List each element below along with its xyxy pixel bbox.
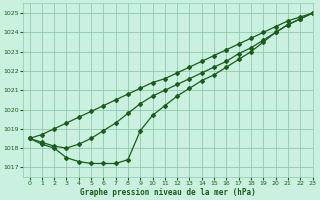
X-axis label: Graphe pression niveau de la mer (hPa): Graphe pression niveau de la mer (hPa) (80, 188, 256, 197)
